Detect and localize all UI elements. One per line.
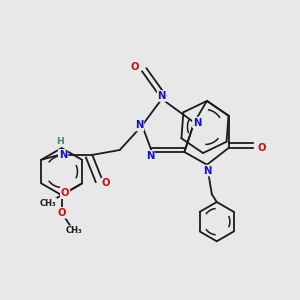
Text: N: N bbox=[146, 151, 154, 161]
Text: H: H bbox=[56, 137, 64, 146]
Text: O: O bbox=[57, 208, 66, 218]
Text: N: N bbox=[158, 91, 166, 101]
Text: N: N bbox=[59, 150, 67, 160]
Text: O: O bbox=[61, 188, 69, 198]
Text: N: N bbox=[135, 121, 143, 130]
Text: CH₃: CH₃ bbox=[65, 226, 82, 235]
Text: CH₃: CH₃ bbox=[40, 199, 56, 208]
Text: O: O bbox=[130, 61, 139, 72]
Text: O: O bbox=[258, 143, 266, 153]
Text: N: N bbox=[193, 118, 201, 128]
Text: O: O bbox=[102, 178, 110, 188]
Text: N: N bbox=[203, 166, 211, 176]
